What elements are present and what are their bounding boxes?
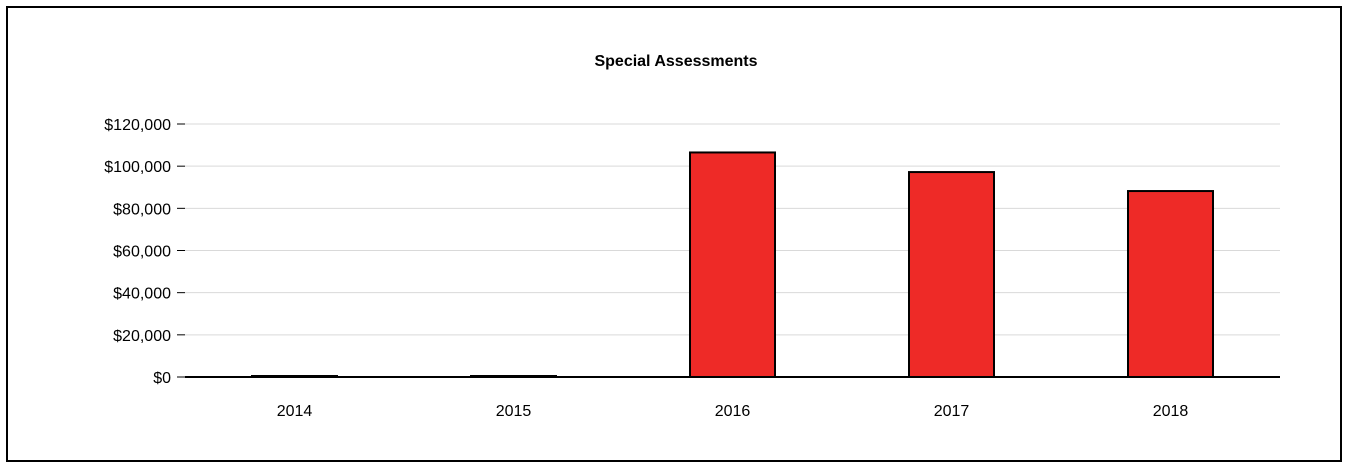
- x-tick-label: 2016: [715, 403, 751, 420]
- y-tick-label: $40,000: [113, 286, 171, 303]
- y-tick-label: $0: [153, 370, 171, 387]
- x-tick-label: 2018: [1153, 403, 1189, 420]
- bar-2018: [1127, 190, 1214, 378]
- y-tick-label: $120,000: [104, 117, 171, 134]
- chart-title: Special Assessments: [594, 53, 757, 70]
- bars: [251, 151, 1214, 378]
- x-tick-label: 2015: [496, 403, 532, 420]
- chart-frame: [6, 6, 1342, 462]
- y-tick-label: $100,000: [104, 159, 171, 176]
- bar-2017: [908, 171, 995, 378]
- y-tick-label: $60,000: [113, 244, 171, 261]
- bar-2016: [689, 151, 776, 378]
- x-tick-label: 2017: [934, 403, 970, 420]
- x-axis-ticks: 2014 2015 2016 2017 2018: [277, 403, 1189, 420]
- y-axis-ticks: $0 $20,000 $40,000 $60,000 $80,000 $100,000 $1…: [104, 117, 185, 387]
- x-tick-label: 2014: [277, 403, 313, 420]
- y-tick-label: $80,000: [113, 201, 171, 218]
- y-tick-label: $20,000: [113, 328, 171, 345]
